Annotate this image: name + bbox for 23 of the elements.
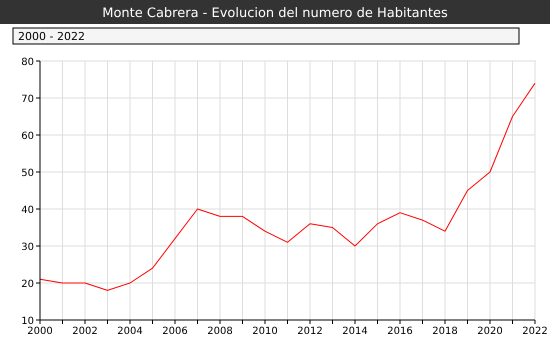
x-tick-label: 2022 [522,326,548,337]
x-tick-label: 2006 [162,326,188,337]
y-tick-label: 50 [21,168,34,179]
x-tick-label: 2012 [297,326,323,337]
x-tick-label: 2000 [27,326,53,337]
x-tick-label: 2008 [207,326,233,337]
chart-title: Monte Cabrera - Evolucion del numero de Habitantes [102,6,448,21]
text: 2000 - 2022 [18,30,85,43]
y-tick-label: 70 [21,94,34,105]
y-tick-label: 10 [21,316,34,327]
y-tick-label: 40 [21,205,34,216]
line-series [40,82,536,291]
x-tick-label: 2002 [72,326,98,337]
x-tick-label: 2004 [117,326,143,337]
x-tick-label: 2014 [342,326,368,337]
x-tick-label: 2020 [477,326,503,337]
y-tick-label: 60 [21,131,34,142]
y-tick-label: 20 [21,279,34,290]
y-tick-label: 80 [21,57,34,68]
x-tick-label: 2016 [387,326,413,337]
y-tick-label: 30 [21,242,34,253]
x-tick-label: 2018 [432,326,458,337]
x-tick-label: 2010 [252,326,278,337]
